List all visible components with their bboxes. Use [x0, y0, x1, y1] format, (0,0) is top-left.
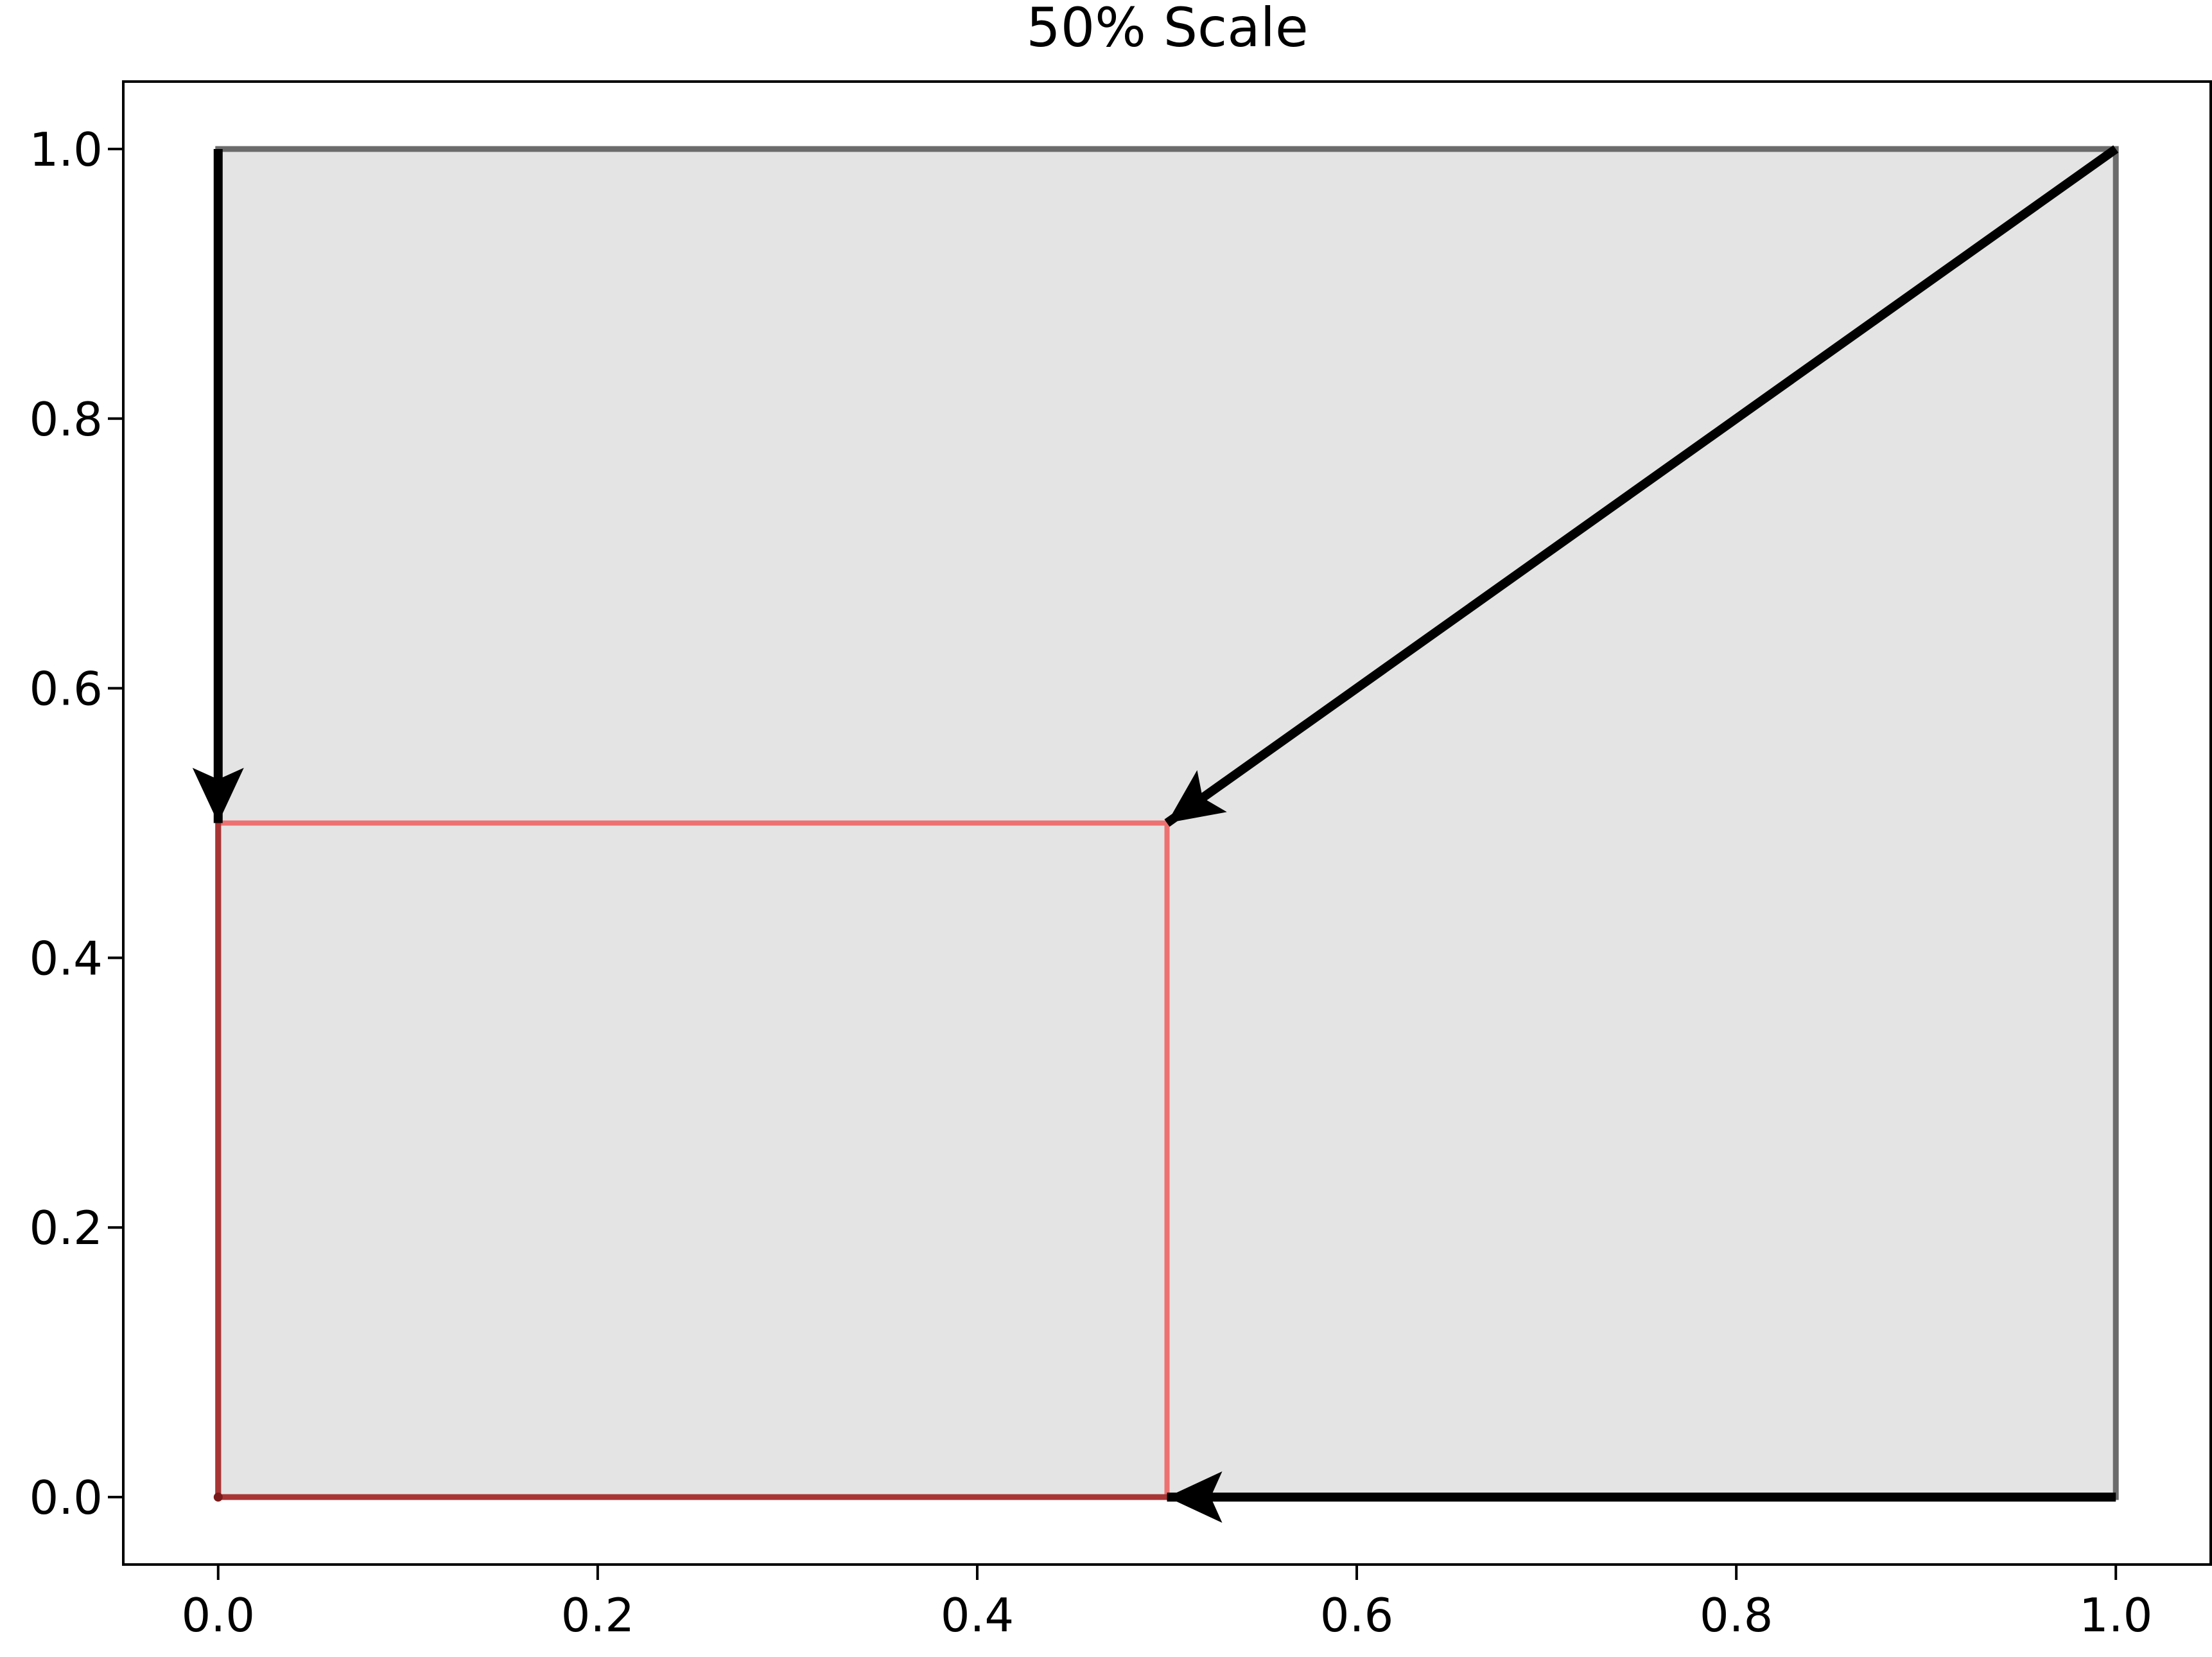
x-tick-label: 0.4: [941, 1588, 1015, 1642]
x-tick-label: 1.0: [2079, 1588, 2153, 1642]
x-tick-label: 0.8: [1700, 1588, 1773, 1642]
x-tick-label: 0.2: [561, 1588, 635, 1642]
y-tick-label: 0.0: [29, 1471, 103, 1525]
y-tick-label: 0.4: [29, 931, 103, 985]
y-tick-label: 0.6: [29, 662, 103, 716]
y-tick-label: 1.0: [29, 123, 103, 177]
x-tick-label: 0.6: [1320, 1588, 1394, 1642]
y-tick-label: 0.2: [29, 1201, 103, 1255]
y-tick-label: 0.8: [29, 392, 103, 446]
scaling-center-point: [213, 1493, 223, 1502]
x-tick-label: 0.0: [182, 1588, 256, 1642]
chart-title: 50% Scale: [1026, 0, 1308, 59]
scaling-arrow-2: [1164, 145, 2119, 827]
axes-frame: [122, 80, 2212, 1566]
